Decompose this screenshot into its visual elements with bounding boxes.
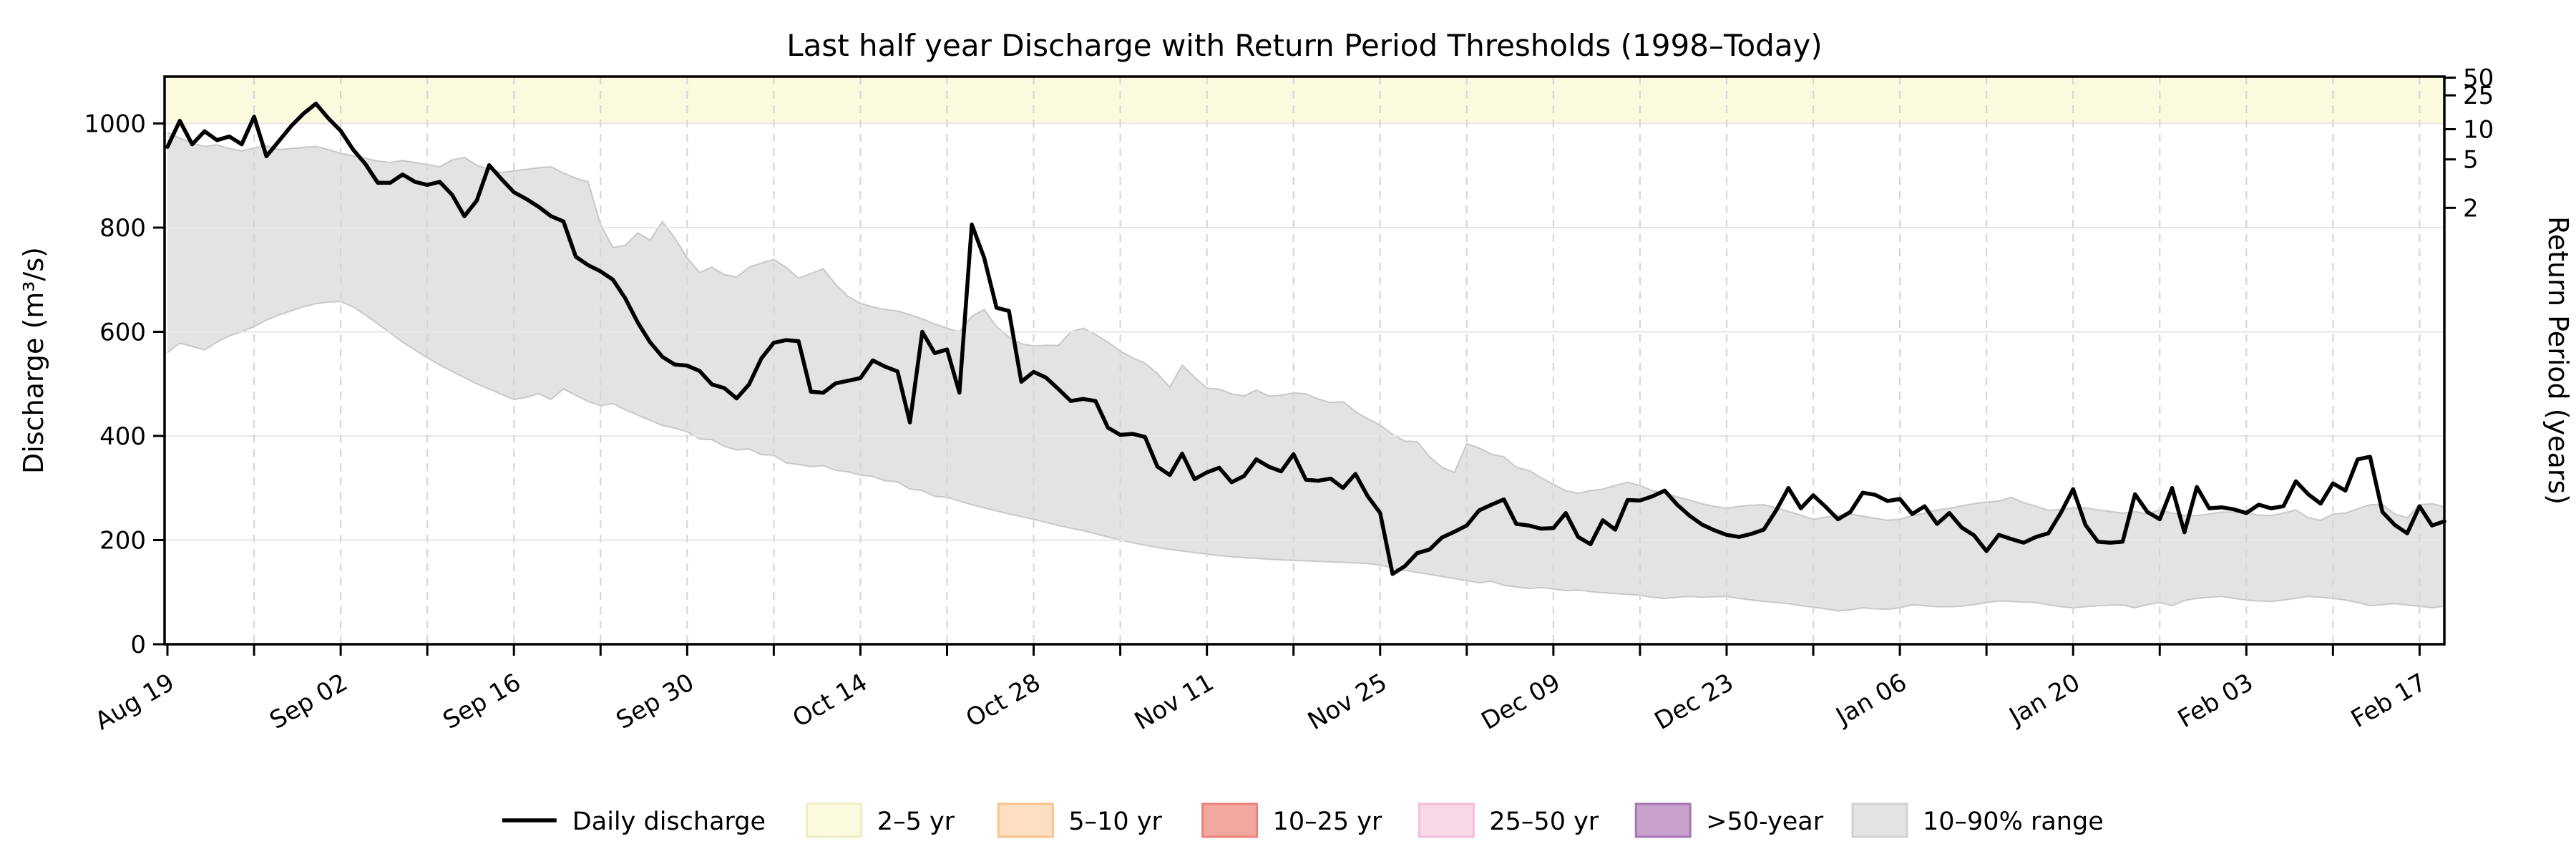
legend-patch-swatch [1634, 802, 1692, 838]
legend-item-10-25-yr: 10–25 yr [1201, 802, 1382, 838]
return-period-tick-label: 10 [2463, 115, 2494, 144]
legend-patch-swatch [1851, 802, 1908, 838]
legend-label: >50-year [1706, 807, 1824, 836]
legend-label: Daily discharge [572, 807, 766, 836]
axes-spines [163, 75, 2446, 646]
legend-label: 10–90% range [1923, 807, 2104, 836]
legend-label: 5–10 yr [1068, 807, 1162, 836]
return-period-tick-label: 5 [2463, 146, 2479, 175]
y-axis-label: Discharge (m³/s) [18, 247, 49, 474]
return-period-tick-label: 25 [2463, 82, 2494, 110]
y2-axis-label: Return Period (years) [2542, 216, 2574, 505]
legend-item--50-year: >50-year [1634, 802, 1824, 838]
legend-item-10-90-range: 10–90% range [1851, 802, 2104, 838]
y-tick-label: 600 [99, 318, 146, 346]
return-period-tick-label: 2 [2463, 194, 2479, 223]
chart-title: Last half year Discharge with Return Per… [786, 28, 1823, 63]
legend-label: 2–5 yr [877, 807, 955, 836]
legend-item-25-50-yr: 25–50 yr [1418, 802, 1599, 838]
legend: Daily discharge 2–5 yr 5–10 yr 10–25 yr 25–5… [502, 802, 2104, 838]
y-tick-label: 800 [99, 214, 146, 243]
legend-patch-swatch [806, 802, 863, 838]
legend-patch-swatch [997, 802, 1054, 838]
legend-label: 10–25 yr [1273, 807, 1382, 836]
y-tick-label: 1000 [84, 110, 146, 138]
legend-item-5-10-yr: 5–10 yr [997, 802, 1163, 838]
legend-label: 25–50 yr [1489, 807, 1599, 836]
legend-item-daily-discharge: Daily discharge [502, 807, 766, 836]
percentile-band-lower-edge [167, 301, 2445, 612]
y-axis: 0 200 400 600 800 1000 [84, 110, 165, 659]
y-tick-label: 400 [99, 422, 146, 451]
y-tick-label: 200 [99, 526, 146, 555]
legend-patch-swatch [1418, 802, 1475, 838]
legend-item-2-5-yr: 2–5 yr [806, 802, 955, 838]
return-period-tick-label: 50 [2463, 64, 2494, 92]
threshold-band-2-5yr [165, 77, 2444, 124]
discharge-line [165, 102, 2446, 576]
legend-patch-swatch [1201, 802, 1259, 838]
y-tick-label: 0 [130, 631, 146, 659]
